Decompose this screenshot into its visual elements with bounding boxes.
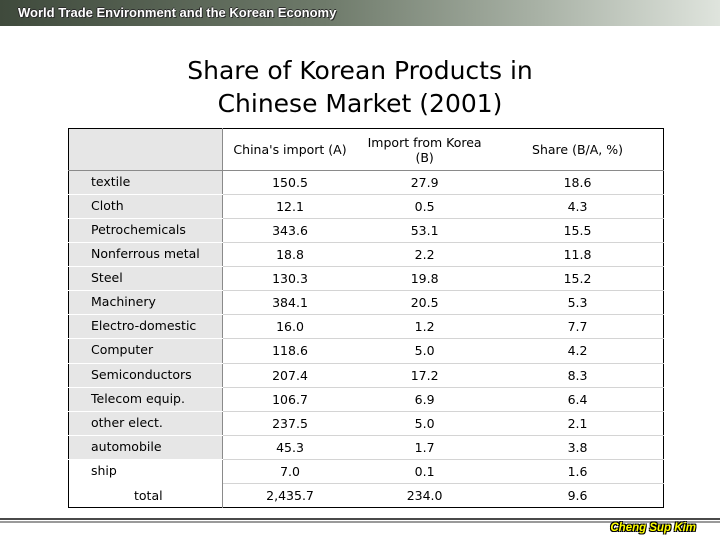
total-share: 9.6 xyxy=(567,487,588,503)
cell-import-from-korea: 53.1 xyxy=(357,218,493,244)
cell-china-import: 12.1 xyxy=(222,194,358,220)
cell-china-import: 207.4 xyxy=(222,363,358,388)
table-row: Cloth 12.1 0.5 4.3 xyxy=(68,194,664,220)
cell-china-import: 45.3 xyxy=(222,435,358,460)
cell-china-import: 7.0 xyxy=(222,459,358,484)
cell-share: 1.6 xyxy=(492,459,664,484)
row-label: Machinery xyxy=(68,290,223,316)
cell-import-from-korea: 1.7 xyxy=(357,435,493,460)
cell-import-from-korea: 27.9 xyxy=(357,170,493,196)
column-header-import-from-korea-line-2: (B) xyxy=(415,149,434,165)
table-total-row: total 2,435.7 234.0 9.6 xyxy=(68,483,664,508)
cell-china-import: 237.5 xyxy=(222,411,358,436)
cell-import-from-korea: 2.2 xyxy=(357,242,493,268)
footer-divider xyxy=(0,518,720,520)
header-title: World Trade Environment and the Korean E… xyxy=(18,5,337,20)
table-row: ship 7.0 0.1 1.6 xyxy=(68,459,664,484)
cell-share: 3.8 xyxy=(492,435,664,460)
cell-share: 8.3 xyxy=(492,363,664,388)
table-row: Petrochemicals 343.6 53.1 15.5 xyxy=(68,218,664,244)
column-header-import-from-korea-line-1: Import from Korea xyxy=(367,134,482,150)
table-row: Machinery 384.1 20.5 5.3 xyxy=(68,290,664,316)
table-row: Semiconductors 207.4 17.2 8.3 xyxy=(68,363,664,388)
row-label: ship xyxy=(68,459,223,484)
cell-share: 4.2 xyxy=(492,338,664,364)
table-corner-cell xyxy=(68,128,223,171)
cell-import-from-korea: 20.5 xyxy=(357,290,493,316)
row-label: Telecom equip. xyxy=(68,387,223,412)
slide-title-line-2: Chinese Market (2001) xyxy=(217,89,503,118)
row-label: Cloth xyxy=(68,194,223,220)
table-row: textile 150.5 27.9 18.6 xyxy=(68,170,664,196)
cell-china-import: 384.1 xyxy=(222,290,358,316)
cell-import-from-korea: 0.5 xyxy=(357,194,493,220)
row-label: Computer xyxy=(68,338,223,364)
header-bar: World Trade Environment and the Korean E… xyxy=(0,0,720,26)
cell-import-from-korea: 6.9 xyxy=(357,387,493,412)
cell-share: 18.6 xyxy=(492,170,664,196)
table-row: Telecom equip. 106.7 6.9 6.4 xyxy=(68,387,664,412)
cell-import-from-korea: 5.0 xyxy=(357,338,493,364)
cell-import-from-korea: 19.8 xyxy=(357,266,493,292)
cell-share: 5.3 xyxy=(492,290,664,316)
cell-china-import: 150.5 xyxy=(222,170,358,196)
row-label: textile xyxy=(68,170,223,196)
table-header-row: China's import (A) Import from Korea (B)… xyxy=(68,128,664,171)
cell-china-import: 343.6 xyxy=(222,218,358,244)
table-row: Nonferrous metal 18.8 2.2 11.8 xyxy=(68,242,664,268)
author-credit: Cheng Sup Kim xyxy=(610,522,696,534)
cell-import-from-korea: 1.2 xyxy=(357,314,493,340)
slide-title: Share of Korean Products in Chinese Mark… xyxy=(0,54,720,120)
row-label: Nonferrous metal xyxy=(68,242,223,268)
total-china-import: 2,435.7 xyxy=(266,487,314,503)
row-label: Electro-domestic xyxy=(68,314,223,340)
cell-china-import: 118.6 xyxy=(222,338,358,364)
column-header-china-import: China's import (A) xyxy=(222,128,358,171)
cell-china-import: 106.7 xyxy=(222,387,358,412)
row-label: automobile xyxy=(68,435,223,460)
total-label: total xyxy=(68,483,223,508)
table-row: Electro-domestic 16.0 1.2 7.7 xyxy=(68,314,664,340)
table-row: other elect. 237.5 5.0 2.1 xyxy=(68,411,664,436)
table-row: automobile 45.3 1.7 3.8 xyxy=(68,435,664,460)
row-label: Semiconductors xyxy=(68,363,223,388)
cell-share: 6.4 xyxy=(492,387,664,412)
cell-share: 11.8 xyxy=(492,242,664,268)
cell-china-import: 130.3 xyxy=(222,266,358,292)
column-header-import-from-korea: Import from Korea (B) xyxy=(357,128,493,171)
cell-china-import: 18.8 xyxy=(222,242,358,268)
cell-share: 2.1 xyxy=(492,411,664,436)
cell-share: 4.3 xyxy=(492,194,664,220)
footer-divider-light xyxy=(0,521,720,523)
cell-import-from-korea: 0.1 xyxy=(357,459,493,484)
cell-share: 15.5 xyxy=(492,218,664,244)
column-header-share: Share (B/A, %) xyxy=(492,128,664,171)
table-row: Computer 118.6 5.0 4.2 xyxy=(68,338,664,364)
row-label: Petrochemicals xyxy=(68,218,223,244)
row-label: Steel xyxy=(68,266,223,292)
data-table: China's import (A) Import from Korea (B)… xyxy=(68,128,664,508)
cell-share: 15.2 xyxy=(492,266,664,292)
slide-title-line-1: Share of Korean Products in xyxy=(187,56,533,85)
table-row: Steel 130.3 19.8 15.2 xyxy=(68,266,664,292)
cell-import-from-korea: 5.0 xyxy=(357,411,493,436)
cell-import-from-korea: 17.2 xyxy=(357,363,493,388)
total-import-from-korea: 234.0 xyxy=(406,487,443,503)
cell-china-import: 16.0 xyxy=(222,314,358,340)
cell-share: 7.7 xyxy=(492,314,664,340)
table-body: textile 150.5 27.9 18.6 Cloth 12.1 0.5 4.3 Petro… xyxy=(68,170,664,508)
row-label: other elect. xyxy=(68,411,223,436)
